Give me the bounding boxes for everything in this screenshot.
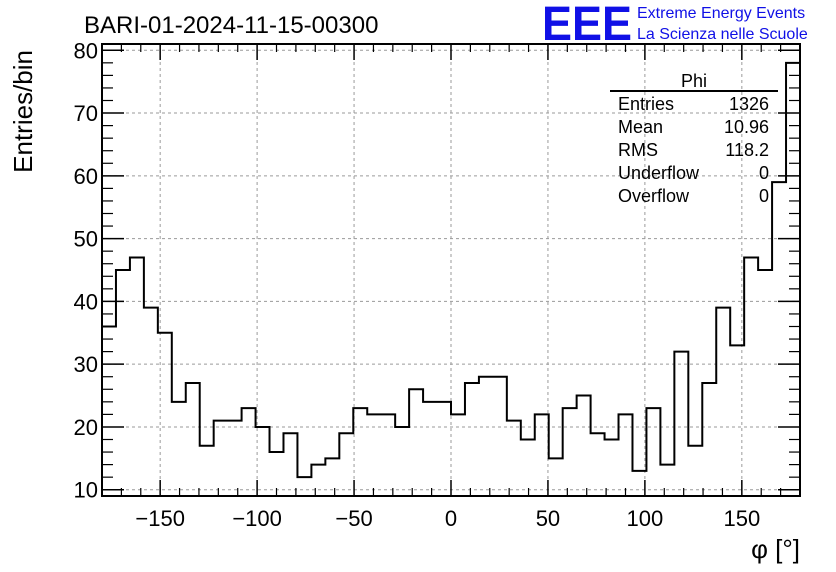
y-tick-label: 20	[74, 415, 98, 440]
x-tick-label: −150	[135, 506, 185, 531]
y-tick-label: 80	[74, 38, 98, 63]
y-tick-label: 70	[74, 101, 98, 126]
plot-frame	[101, 43, 801, 497]
y-tick-label: 50	[74, 227, 98, 252]
stats-label: Underflow	[618, 163, 700, 183]
x-tick-label: 100	[627, 506, 664, 531]
stats-label: Overflow	[618, 186, 690, 206]
stats-box: Phi Entries 1326 Mean 10.96 RMS 118.2 Underflo…	[610, 71, 778, 206]
x-tick-labels: −150 −100 −50 0 50 100 150	[135, 506, 760, 531]
grid-lines	[102, 44, 800, 496]
y-axis-title: Entries/bin	[8, 50, 38, 173]
stats-label: Entries	[618, 94, 674, 114]
x-tick-label: −100	[232, 506, 282, 531]
stats-label: RMS	[618, 140, 658, 160]
x-tick-label: 50	[536, 506, 560, 531]
y-tick-label: 30	[74, 352, 98, 377]
stats-label: Mean	[618, 117, 663, 137]
stats-value: 1326	[729, 94, 769, 114]
stats-title: Phi	[681, 71, 707, 91]
histogram-outline	[102, 61, 800, 479]
y-tick-labels: 10 20 30 40 50 60 70 80	[74, 38, 98, 502]
y-tick-label: 60	[74, 164, 98, 189]
x-tick-label: 0	[445, 506, 457, 531]
logo-line-2: La Scienza nelle Scuole	[637, 26, 808, 43]
stats-value: 10.96	[724, 117, 769, 137]
stats-value: 0	[759, 186, 769, 206]
stats-value: 118.2	[725, 140, 769, 160]
y-tick-label: 40	[74, 289, 98, 314]
chart-title: BARI-01-2024-11-15-00300	[84, 12, 378, 39]
eee-logo: EEE Extreme Energy Events La Scienza nel…	[542, 0, 808, 51]
x-tick-label: 150	[723, 506, 760, 531]
stats-value: 0	[759, 163, 769, 183]
logo-line-1: Extreme Energy Events	[637, 5, 805, 22]
x-axis-title: φ [°]	[751, 534, 800, 564]
axis-ticks	[102, 44, 800, 496]
stats-rows: Entries 1326 Mean 10.96 RMS 118.2 Underflow 0 Ov…	[618, 94, 769, 206]
logo-mark: EEE	[542, 0, 632, 51]
y-tick-label: 10	[74, 478, 98, 503]
x-tick-label: −50	[335, 506, 372, 531]
